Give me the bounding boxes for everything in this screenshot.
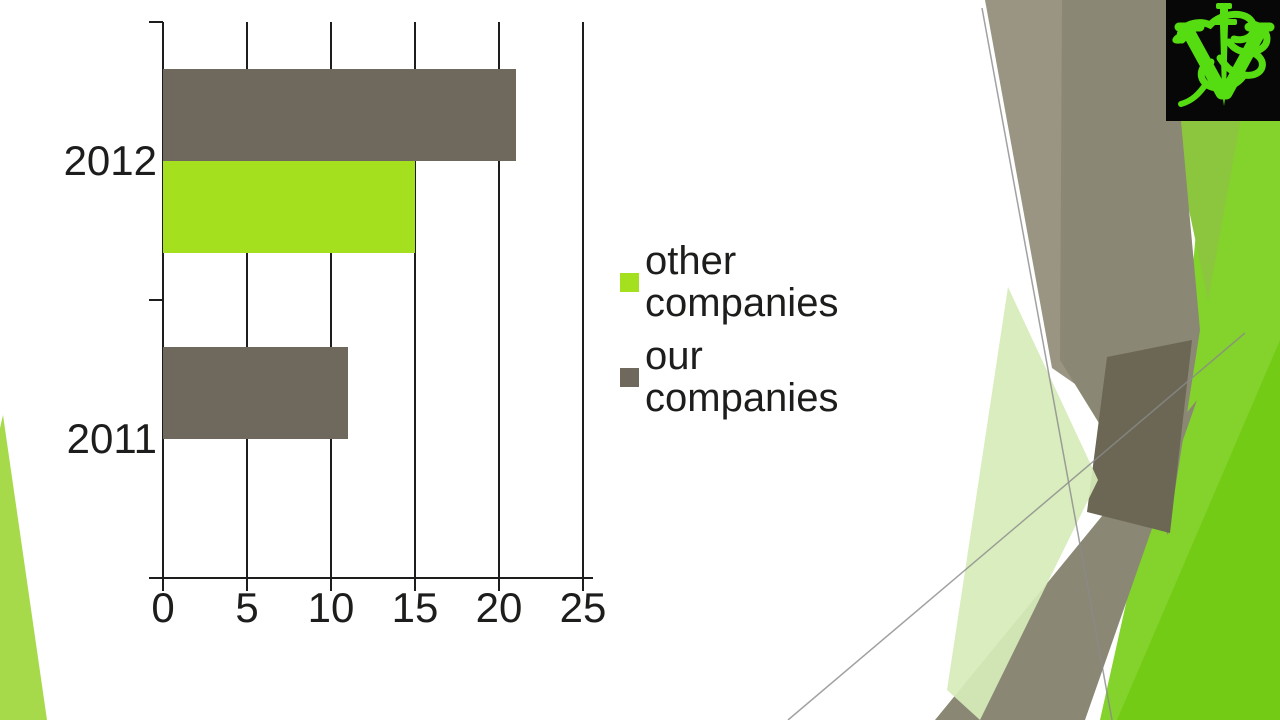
legend-entry-other-companies: other companies (620, 240, 857, 324)
y-axis-tick-2 (149, 577, 163, 579)
decor-green-pale-wedge (947, 287, 1098, 720)
y-axis-tick-1 (149, 299, 163, 301)
decor-gray-dark-overlay (1087, 340, 1192, 533)
bar-2012-our-companies (163, 69, 516, 161)
veterinary-caduceus-icon (1166, 0, 1280, 121)
x-axis-tick-20 (498, 578, 500, 591)
x-tick-label-20: 20 (475, 584, 523, 631)
chart-legend: other companies our companies (620, 240, 857, 419)
decor-diagonal-line-1 (981, 7, 1113, 720)
x-tick-label-25: 25 (559, 584, 607, 631)
legend-label-other-companies: other companies (645, 239, 839, 325)
x-tick-label-5: 5 (235, 584, 259, 631)
gridline-20 (498, 22, 500, 578)
x-axis-tick-15 (414, 578, 416, 591)
x-axis-line (161, 577, 593, 579)
gridline-15 (414, 22, 416, 578)
x-tick-label-0: 0 (151, 584, 175, 631)
y-axis-line (162, 22, 164, 578)
decor-diagonal-line-2 (787, 332, 1246, 720)
x-tick-label-10: 10 (307, 584, 355, 631)
category-label-2012: 2012 (63, 137, 157, 184)
gridline-10 (330, 22, 332, 578)
legend-entry-our-companies: our companies (620, 335, 857, 419)
legend-swatch-our-companies (620, 367, 639, 387)
gridline-25 (582, 22, 584, 578)
gridline-5 (246, 22, 248, 578)
x-axis-tick-25 (582, 578, 584, 591)
category-label-2011: 2011 (66, 415, 157, 462)
legend-swatch-other-companies (620, 272, 639, 292)
decor-bottom-left-wedge (0, 415, 47, 720)
decor-green-deep-shape (1117, 340, 1280, 720)
logo-box (1166, 0, 1280, 121)
bar-2012-other-companies (163, 161, 415, 253)
x-axis-tick-0 (162, 578, 164, 591)
bar-2011-our-companies (163, 347, 348, 439)
x-axis-tick-10 (330, 578, 332, 591)
y-axis-tick-0 (149, 21, 163, 23)
x-axis-tick-5 (246, 578, 248, 591)
legend-label-our-companies: our companies (645, 334, 839, 420)
x-tick-label-15: 15 (391, 584, 439, 631)
